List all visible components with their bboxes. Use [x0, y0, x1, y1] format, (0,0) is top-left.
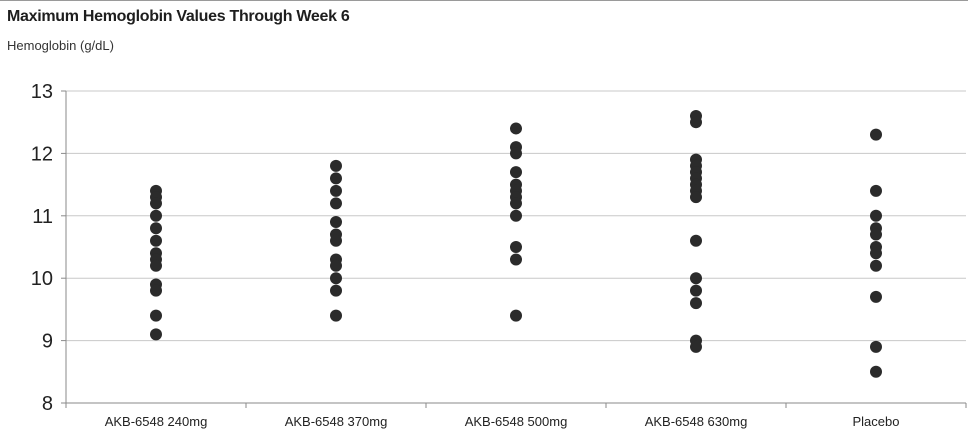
data-point-2-3 — [330, 184, 342, 197]
data-point-5-9 — [870, 290, 882, 303]
data-point-3-8 — [510, 197, 522, 210]
data-point-3-11 — [510, 253, 522, 266]
x-tick-label-2: AKB-6548 370mg — [285, 414, 388, 429]
data-point-4-10 — [690, 234, 702, 247]
data-point-5-11 — [870, 365, 882, 378]
data-point-4-12 — [690, 284, 702, 297]
data-point-2-12 — [330, 309, 342, 322]
data-point-5-1 — [870, 128, 882, 141]
data-point-2-4 — [330, 197, 342, 210]
data-point-4-2 — [690, 116, 702, 129]
data-point-2-9 — [330, 259, 342, 272]
data-point-4-15 — [690, 340, 702, 353]
data-point-2-10 — [330, 272, 342, 285]
data-point-1-4 — [150, 209, 162, 222]
data-point-3-4 — [510, 166, 522, 179]
data-point-1-3 — [150, 197, 162, 210]
data-point-3-12 — [510, 309, 522, 322]
data-point-5-3 — [870, 209, 882, 222]
data-point-2-1 — [330, 159, 342, 172]
data-point-4-13 — [690, 297, 702, 310]
data-point-5-10 — [870, 340, 882, 353]
x-tick-label-4: AKB-6548 630mg — [645, 414, 748, 429]
data-point-4-9 — [690, 191, 702, 204]
data-point-2-2 — [330, 172, 342, 185]
x-tick-label-1: AKB-6548 240mg — [105, 414, 208, 429]
data-point-5-5 — [870, 228, 882, 241]
y-axis-label: Hemoglobin (g/dL) — [7, 38, 114, 53]
x-tick-label-3: AKB-6548 500mg — [465, 414, 568, 429]
x-tick-label-5: Placebo — [853, 414, 900, 429]
top-rule — [0, 0, 968, 1]
data-point-1-5 — [150, 222, 162, 235]
data-point-3-1 — [510, 122, 522, 135]
y-tick-label-13: 13 — [31, 81, 53, 103]
data-point-2-7 — [330, 234, 342, 247]
data-point-5-8 — [870, 259, 882, 272]
y-tick-label-8: 8 — [42, 393, 53, 415]
data-point-1-13 — [150, 328, 162, 341]
data-point-1-9 — [150, 259, 162, 272]
y-tick-label-10: 10 — [31, 268, 53, 290]
data-point-3-3 — [510, 147, 522, 160]
chart-title: Maximum Hemoglobin Values Through Week 6 — [7, 8, 350, 25]
y-tick-label-11: 11 — [32, 206, 53, 228]
data-point-1-6 — [150, 234, 162, 247]
data-point-1-11 — [150, 284, 162, 297]
data-point-2-11 — [330, 284, 342, 297]
data-point-1-12 — [150, 309, 162, 322]
data-point-2-5 — [330, 216, 342, 229]
data-point-3-9 — [510, 209, 522, 222]
y-tick-label-12: 12 — [31, 143, 53, 165]
data-point-5-2 — [870, 184, 882, 197]
data-point-3-10 — [510, 241, 522, 253]
y-tick-label-9: 9 — [42, 331, 53, 353]
data-point-4-11 — [690, 272, 702, 285]
data-point-5-7 — [870, 247, 882, 260]
